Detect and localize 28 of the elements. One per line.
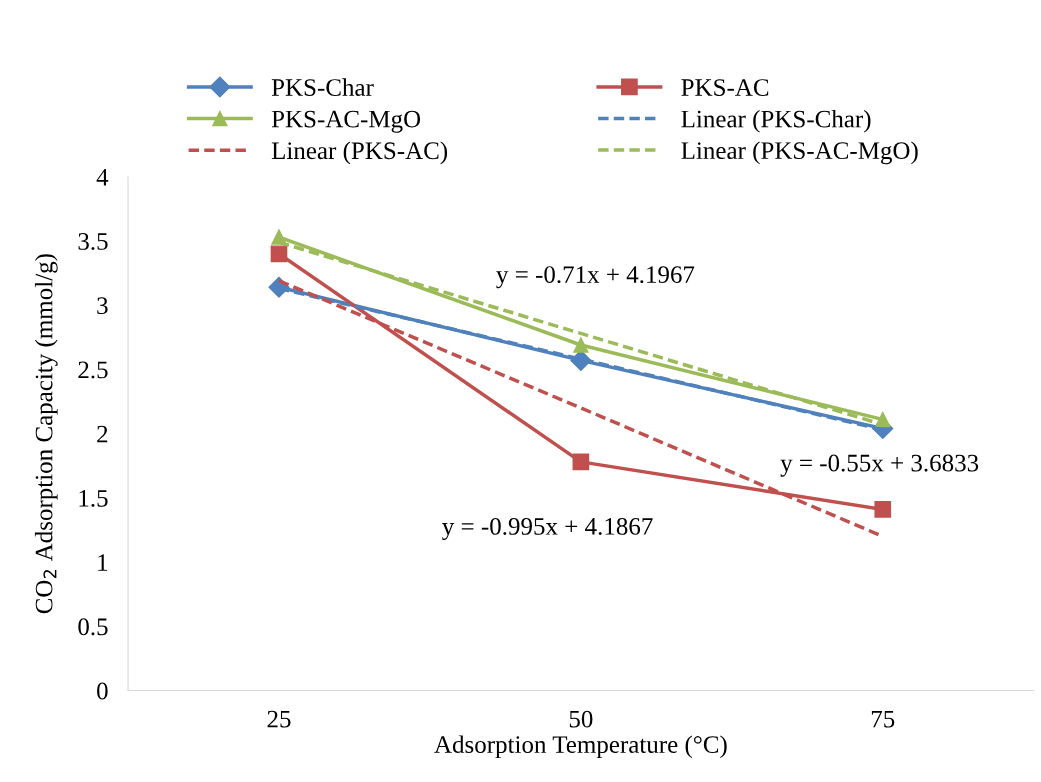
point <box>270 245 288 263</box>
y-tick-label: 3.5 <box>78 233 108 250</box>
y-axis-title: CO$_{2}$ Adsorption Capacity (mmol/g) <box>34 254 58 614</box>
y-tick-label: 2.5 <box>78 361 108 379</box>
y-tick-label: 2 <box>97 425 108 443</box>
x-tick-label: 75 <box>871 710 895 728</box>
point <box>573 337 589 353</box>
legend-label: PKS-Char <box>271 78 374 96</box>
point <box>874 501 892 518</box>
y-tick-label: 1.5 <box>79 490 108 507</box>
legend-label: Linear (PKS-AC-MgO) <box>681 141 918 165</box>
point <box>572 453 590 471</box>
legend-label: PKS-AC <box>681 79 769 96</box>
annotation: y = -0.55x + 3.6833 <box>780 454 979 477</box>
annotation: y = -0.71x + 4.1967 <box>496 266 695 289</box>
point <box>875 411 891 428</box>
legend-label: Linear (PKS-AC) <box>271 141 448 165</box>
legend-label: PKS-AC-MgO <box>271 110 421 133</box>
x-tick-label: 25 <box>267 710 291 728</box>
y-tick-label: 3 <box>97 297 108 315</box>
annotation: y = -0.995x + 4.1867 <box>442 517 653 540</box>
y-tick-label: 0.5 <box>78 618 108 636</box>
y-tick-label: 0 <box>97 682 108 700</box>
legend-label: Linear (PKS-Char) <box>681 109 871 133</box>
x-axis-title: Adsorption Temperature (°C) <box>434 735 727 759</box>
y-tick-label: 4 <box>96 168 109 186</box>
x-tick-label: 50 <box>569 710 593 728</box>
y-tick-label: 1 <box>98 554 108 571</box>
